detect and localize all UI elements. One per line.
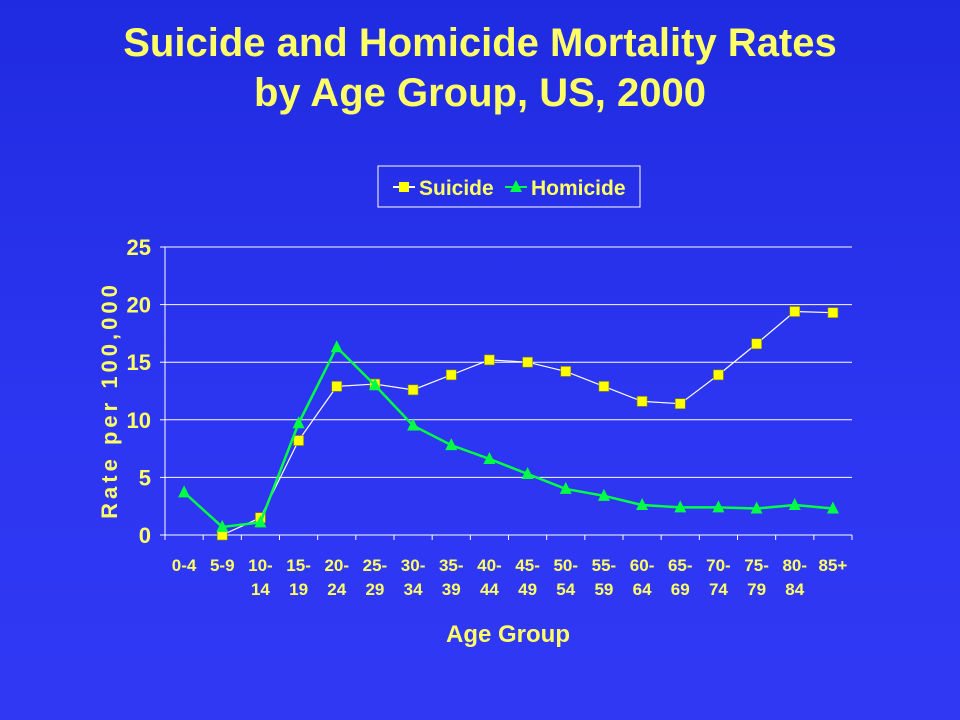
- y-tick-label-15: 15: [127, 350, 151, 375]
- x-tick-label-15: 75-79: [744, 556, 769, 599]
- x-tick-label-10: 50-54: [553, 556, 578, 599]
- y-tick-label-10: 10: [127, 408, 151, 433]
- x-tick-label-7: 35-39: [439, 556, 464, 599]
- x-tick-label-9: 45-49: [515, 556, 540, 599]
- homicide-line: [183, 345, 834, 529]
- homicide-point-3: [292, 416, 305, 429]
- x-tick-label-5: 25-29: [363, 556, 388, 599]
- suicide-point-6: [407, 384, 419, 396]
- y-axis-label: Rate per 100,000: [97, 281, 122, 519]
- x-tick-label-16: 80-84: [782, 556, 807, 599]
- x-axis-label: Age Group: [446, 621, 570, 648]
- x-tick-labels: 0-4 5-9 10-14 15-19 20-24 25-29 30-34 35-39 40-4…: [172, 556, 848, 599]
- legend: Suicide Homicide: [377, 165, 641, 208]
- suicide-point-16: [789, 306, 801, 317]
- homicide-point-17: [826, 501, 839, 514]
- homicide-point-9: [521, 466, 534, 479]
- homicide-point-16: [788, 498, 801, 511]
- x-tick-label-3: 15-19: [286, 556, 311, 599]
- chart-title: Suicide and Homicide Mortality Rates by …: [0, 18, 960, 118]
- homicide-point-1: [216, 519, 229, 532]
- x-tick-label-17: 85+: [818, 556, 847, 575]
- suicide-point-11: [598, 381, 610, 392]
- plot-area: [165, 247, 852, 535]
- suicide-point-9: [522, 356, 533, 368]
- suicide-point-3: [293, 435, 304, 446]
- suicide-line: [222, 310, 833, 536]
- homicide-point-5: [368, 378, 381, 391]
- y-tick-label-5: 5: [139, 465, 151, 490]
- legend-label-homicide: Homicide: [531, 177, 626, 200]
- y-tick-label-25: 25: [127, 235, 151, 260]
- suicide-point-13: [674, 398, 686, 409]
- legend-label-suicide: Suicide: [419, 177, 494, 200]
- legend-marker-homicide: [510, 180, 522, 192]
- x-tick-label-0: 0-4: [172, 556, 197, 575]
- grid-lines: [165, 246, 852, 478]
- chart-title-line-2: by Age Group, US, 2000: [254, 71, 706, 115]
- y-tick-label-20: 20: [127, 293, 151, 318]
- y-tick-label-0: 0: [139, 523, 151, 548]
- x-tick-label-13: 65-69: [668, 556, 693, 599]
- x-tick-label-6: 30-34: [401, 556, 426, 599]
- legend-box: [377, 165, 641, 208]
- series-group: [178, 306, 839, 541]
- homicide-point-8: [483, 451, 496, 464]
- suicide-point-12: [636, 396, 648, 407]
- axes: [160, 246, 853, 540]
- suicide-point-14: [713, 369, 724, 381]
- homicide-point-7: [445, 438, 458, 451]
- homicide-point-13: [674, 500, 687, 513]
- homicide-point-11: [597, 488, 610, 501]
- x-tick-label-12: 60-64: [630, 556, 655, 599]
- homicide-point-10: [559, 481, 572, 494]
- suicide-point-17: [827, 307, 839, 318]
- x-tick-label-8: 40-44: [477, 556, 502, 599]
- suicide-point-7: [445, 369, 457, 381]
- homicide-point-4: [330, 340, 343, 353]
- y-tick-labels: 0 5 10 15 20 25: [127, 235, 151, 548]
- x-tick-label-1: 5-9: [210, 556, 235, 575]
- homicide-point-14: [712, 500, 725, 513]
- homicide-point-2: [254, 515, 267, 528]
- x-tick-label-11: 55-59: [592, 556, 617, 599]
- homicide-point-0: [178, 485, 191, 498]
- legend-marker-suicide: [399, 182, 409, 192]
- suicide-point-10: [560, 366, 572, 377]
- suicide-point-8: [484, 354, 495, 366]
- homicide-point-12: [636, 498, 649, 511]
- homicide-point-6: [407, 418, 420, 431]
- suicide-point-15: [751, 338, 762, 350]
- x-tick-label-4: 20-24: [324, 556, 349, 599]
- x-tick-label-2: 10-14: [248, 556, 273, 599]
- chart-title-line-1: Suicide and Homicide Mortality Rates: [123, 21, 837, 65]
- x-tick-label-14: 70-74: [706, 556, 731, 599]
- suicide-point-4: [331, 381, 343, 392]
- homicide-point-15: [750, 501, 763, 514]
